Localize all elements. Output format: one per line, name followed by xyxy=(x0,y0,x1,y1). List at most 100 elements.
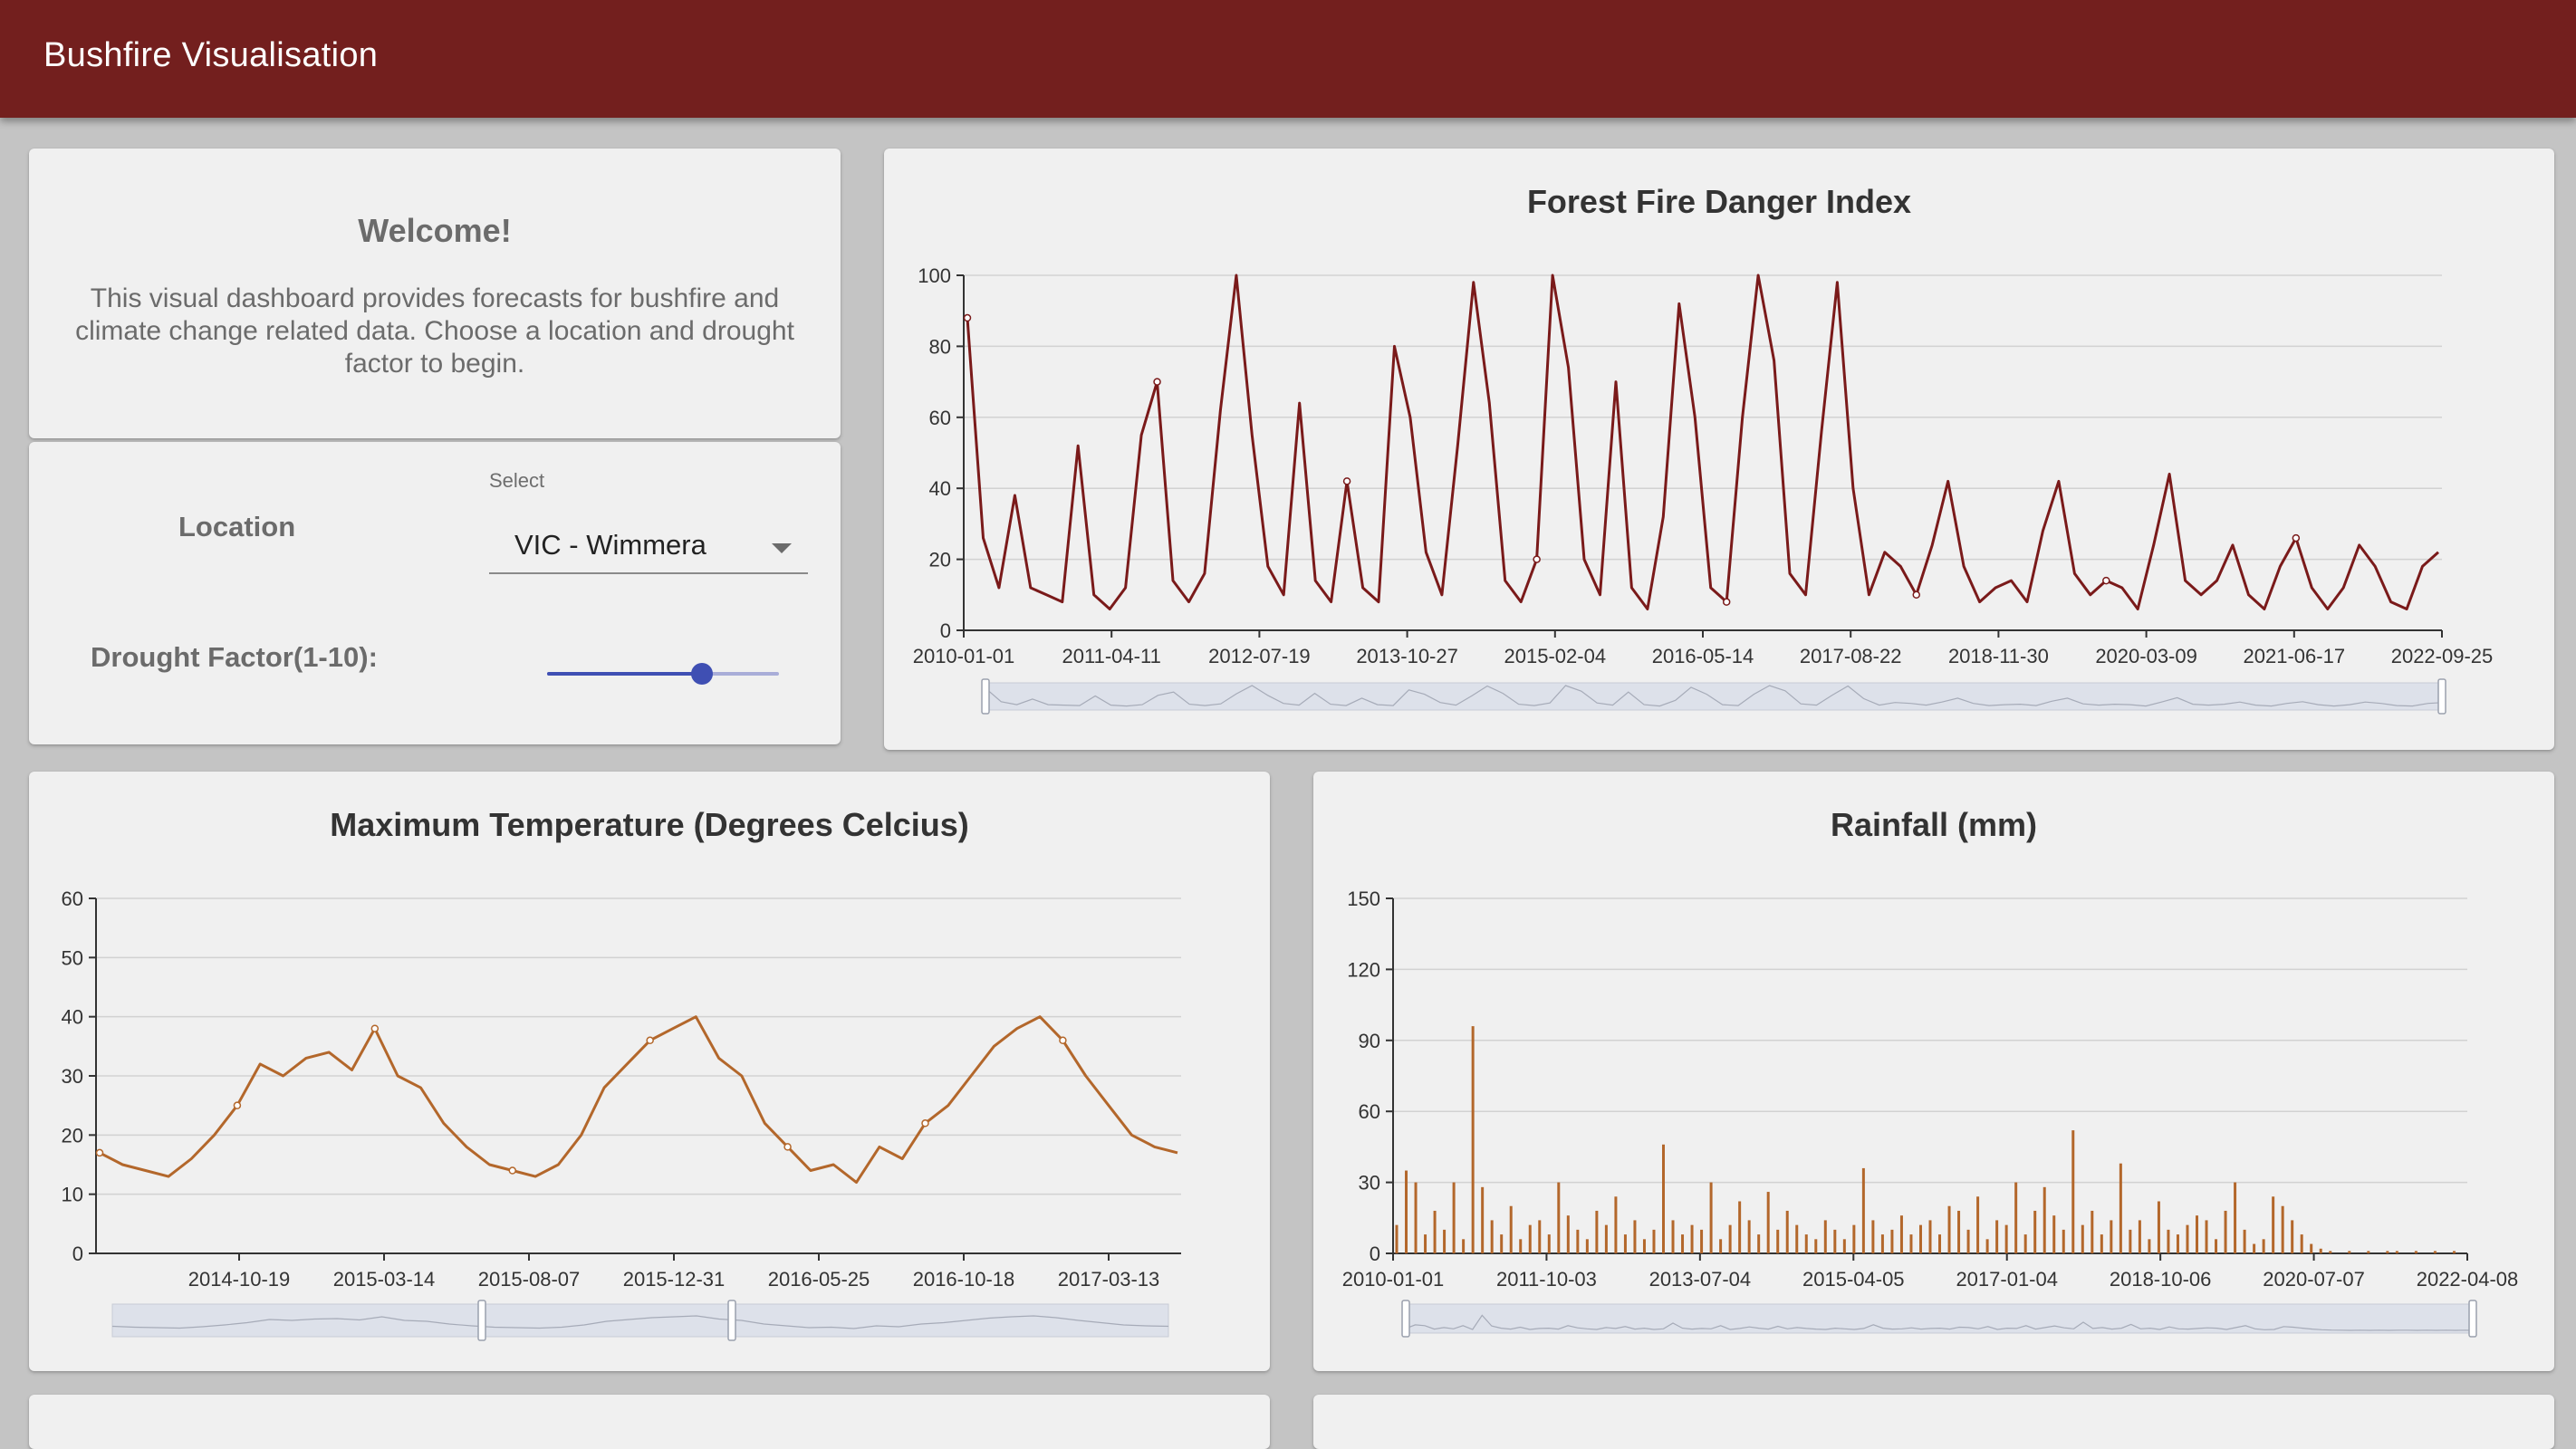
data-bar xyxy=(2043,1186,2046,1253)
x-tick-label: 2010-01-01 xyxy=(913,645,1015,667)
welcome-description: This visual dashboard provides forecasts… xyxy=(62,283,808,380)
data-bar xyxy=(2452,1251,2456,1253)
x-tick-label: 2013-10-27 xyxy=(1356,645,1458,667)
data-bar xyxy=(1538,1220,1542,1253)
y-tick-label: 80 xyxy=(929,335,951,358)
data-bar xyxy=(1871,1220,1875,1253)
data-point xyxy=(1153,378,1161,386)
data-bar xyxy=(1509,1205,1513,1253)
location-select-value: VIC - Wimmera xyxy=(514,529,706,561)
slider-thumb[interactable] xyxy=(690,663,713,685)
y-tick-label: 30 xyxy=(62,1065,83,1088)
data-bar xyxy=(1481,1186,1485,1253)
x-tick-label: 2016-10-18 xyxy=(913,1268,1015,1291)
data-bar xyxy=(2186,1224,2189,1253)
data-point xyxy=(963,313,972,322)
data-point xyxy=(921,1119,929,1128)
welcome-line: factor to begin. xyxy=(344,349,525,379)
data-bar xyxy=(1681,1234,1685,1253)
data-bar xyxy=(1662,1144,1665,1253)
data-bar xyxy=(2395,1251,2398,1253)
data-bar xyxy=(1566,1215,1570,1253)
data-bar xyxy=(1443,1229,1447,1253)
x-tick-label: 2017-01-04 xyxy=(1956,1268,2058,1291)
x-tick-label: 2015-08-07 xyxy=(478,1268,581,1291)
welcome-card: Welcome! This visual dashboard provides … xyxy=(29,149,841,438)
data-bar xyxy=(2253,1243,2256,1253)
y-tick-label: 60 xyxy=(929,407,951,429)
data-bar xyxy=(2433,1251,2437,1253)
data-bar xyxy=(1471,1026,1475,1253)
data-bar xyxy=(2196,1215,2198,1253)
data-bar xyxy=(1957,1210,1961,1253)
data-bar xyxy=(2033,1210,2037,1253)
y-tick-label: 120 xyxy=(1347,958,1380,981)
x-tick-label: 2016-05-25 xyxy=(768,1268,870,1291)
data-bar xyxy=(1652,1229,1656,1253)
data-bar xyxy=(1728,1224,1732,1253)
data-bar xyxy=(2310,1243,2313,1253)
x-tick-label: 2010-01-01 xyxy=(1342,1268,1445,1291)
data-bar xyxy=(2329,1251,2332,1253)
data-bar xyxy=(1928,1220,1932,1253)
zoom-handle xyxy=(2468,1300,2477,1338)
data-point xyxy=(1342,477,1351,485)
data-bar xyxy=(2234,1182,2237,1253)
x-tick-label: 2017-08-22 xyxy=(1800,645,1902,667)
data-bar xyxy=(2300,1234,2303,1253)
data-bar xyxy=(1528,1224,1532,1253)
zoom-handle xyxy=(727,1300,736,1341)
data-point xyxy=(1912,590,1920,600)
data-bar xyxy=(2062,1229,2065,1253)
location-select[interactable]: VIC - Wimmera xyxy=(489,513,808,574)
y-tick-label: 40 xyxy=(62,1006,83,1029)
x-tick-label: 2015-02-04 xyxy=(1504,645,1607,667)
data-bar xyxy=(2157,1201,2160,1253)
y-tick-label: 0 xyxy=(72,1243,83,1265)
welcome-line: This visual dashboard provides forecasts… xyxy=(90,283,780,313)
data-bar xyxy=(1738,1201,1742,1253)
data-bar xyxy=(2129,1229,2132,1253)
data-bar xyxy=(1633,1220,1637,1253)
data-bar xyxy=(1861,1167,1865,1253)
data-bar xyxy=(1814,1239,1818,1253)
data-bar xyxy=(1909,1234,1913,1253)
data-bar xyxy=(1890,1229,1894,1253)
location-label: Location xyxy=(178,511,296,542)
drought-factor-slider[interactable] xyxy=(547,656,779,692)
chart-title: Rainfall (mm) xyxy=(1830,806,2038,843)
data-point xyxy=(2292,533,2301,542)
data-bar xyxy=(1671,1220,1675,1253)
y-tick-label: 40 xyxy=(929,477,951,500)
data-bar xyxy=(1642,1239,1646,1253)
chevron-down-icon xyxy=(772,543,792,553)
data-bar xyxy=(2272,1196,2275,1253)
rainfall-bar-chart: 0 30 60 90 120 150 2010-01-01 2011-10-03 2013-07… xyxy=(1342,888,2518,1338)
data-bar xyxy=(1985,1239,1989,1253)
max-temperature-line-chart: 0 10 20 30 40 50 60 2014-10-19 2015-03-14 2015-08… xyxy=(62,888,1181,1341)
welcome-title: Welcome! xyxy=(358,212,512,249)
data-bar xyxy=(1395,1224,1399,1253)
zoom-preview-line xyxy=(985,685,2445,707)
data-bar xyxy=(1614,1196,1618,1253)
data-bar xyxy=(2348,1251,2351,1253)
controls-card: Location Select VIC - Wimmera Drought Fa… xyxy=(29,442,841,744)
data-bar xyxy=(2224,1210,2227,1253)
y-tick-label: 20 xyxy=(929,549,951,571)
x-tick-label: 2022-09-25 xyxy=(2391,645,2494,667)
select-caption: Select xyxy=(489,469,545,492)
data-point xyxy=(1059,1036,1067,1045)
data-bar xyxy=(2291,1220,2294,1253)
rainfall-chart-card: Rainfall (mm) 0 30 60 90 120 150 2010-01-01 201… xyxy=(1313,772,2554,1371)
data-bar xyxy=(1795,1224,1799,1253)
data-bar xyxy=(1690,1224,1694,1253)
data-bar xyxy=(1519,1239,1523,1253)
y-tick-label: 90 xyxy=(1359,1030,1380,1052)
x-tick-label: 2011-10-03 xyxy=(1496,1268,1597,1291)
x-tick-label: 2018-11-30 xyxy=(1948,645,2049,667)
bottom-right-card xyxy=(1313,1395,2554,1449)
data-bar xyxy=(2262,1239,2265,1253)
data-point xyxy=(233,1101,242,1109)
series-line xyxy=(99,1015,1178,1185)
x-tick-label: 2017-03-13 xyxy=(1058,1268,1160,1291)
